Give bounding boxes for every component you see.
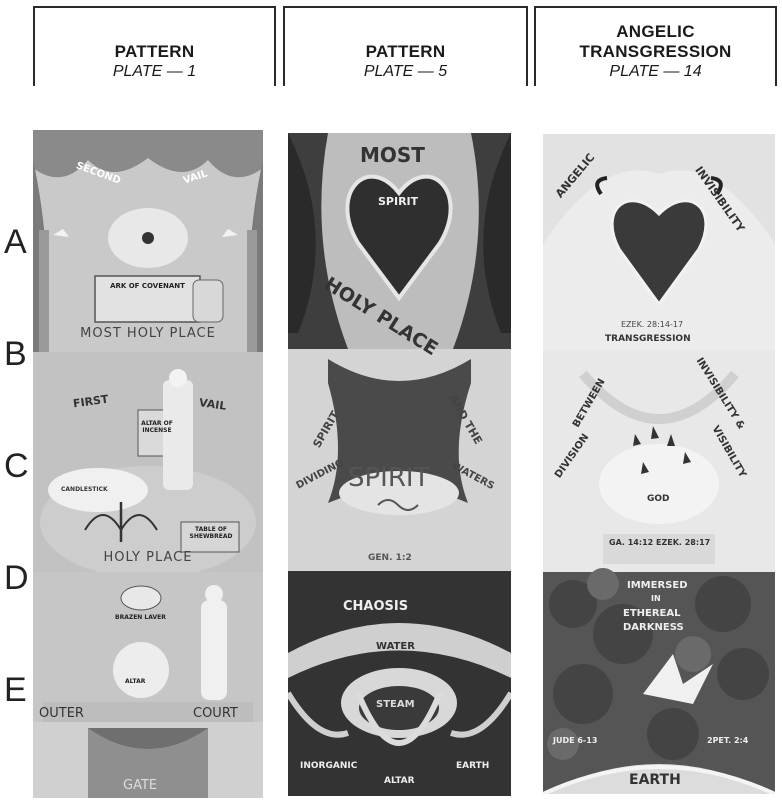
column-header-pattern-plate-5: PATTERN PLATE — 5 — [283, 6, 528, 86]
column-title: ANGELIC TRANSGRESSION — [579, 22, 732, 61]
plate-number: PLATE — 1 — [112, 63, 197, 80]
column-header-pattern-plate-1: PATTERN PLATE — 1 — [33, 6, 276, 86]
row-letter-d: D — [4, 559, 29, 597]
plate-5-pattern-panel: MOST SPIRIT HOLY PLACE SPIRIT AND THE SP… — [288, 133, 511, 796]
label-candlestick: CANDLESTICK — [61, 486, 108, 493]
plate-14-illustration — [543, 134, 775, 794]
plate-number: PLATE — 5 — [363, 63, 448, 80]
label-table-of-shewbread: TABLE OF SHEWBREAD — [189, 526, 233, 540]
plate-1-illustration — [33, 130, 263, 798]
label-most-holy-place: MOST HOLY PLACE — [80, 326, 216, 341]
label-immersed: IMMERSED — [627, 580, 688, 591]
label-court: COURT — [193, 706, 238, 721]
label-god: GOD — [647, 494, 670, 504]
label-altar-of-incense: ALTAR OF INCENSE — [141, 420, 173, 434]
label-chaosis: CHAOSIS — [343, 599, 409, 614]
label-brazen-laver: BRAZEN LAVER — [115, 614, 166, 621]
row-letter-b: B — [4, 335, 27, 373]
label-pet-ref: 2PET. 2:4 — [707, 736, 749, 745]
label-steam: STEAM — [376, 699, 415, 710]
label-most: MOST — [360, 143, 425, 167]
label-ezek-ref: EZEK. 28:14-17 — [621, 320, 684, 329]
plate-14-angelic-transgression-panel: ANGELIC INVISIBILITY EZEK. 28:14-17 TRAN… — [543, 134, 775, 794]
label-in: IN — [651, 594, 661, 603]
label-altar: ALTAR — [384, 776, 415, 786]
label-earth: EARTH — [629, 772, 681, 788]
label-refs: GA. 14:12 EZEK. 28:17 — [609, 538, 711, 547]
row-letter-c: C — [4, 447, 29, 485]
label-transgression: TRANSGRESSION — [605, 334, 691, 344]
label-spirit-big: SPIRIT — [348, 463, 430, 493]
label-gen-ref: GEN. 1:2 — [368, 553, 412, 563]
label-jude-ref: JUDE 6-13 — [553, 736, 598, 745]
label-altar: ALTAR — [125, 678, 146, 685]
label-earth: EARTH — [456, 761, 490, 771]
plate-number: PLATE — 14 — [609, 63, 702, 80]
label-ark-of-covenant: ARK OF COVENANT — [110, 282, 185, 290]
label-inorganic: INORGANIC — [300, 761, 358, 771]
label-spirit-small: SPIRIT — [378, 195, 419, 208]
label-outer: OUTER — [39, 706, 84, 721]
label-water: WATER — [376, 641, 415, 652]
label-holy-place: HOLY PLACE — [103, 550, 193, 565]
row-letter-a: A — [4, 223, 27, 261]
column-title: PATTERN — [114, 42, 195, 61]
label-gate: GATE — [123, 778, 158, 793]
row-letter-e: E — [4, 671, 27, 709]
plate-1-tabernacle-panel: SECOND VAIL ARK OF COVENANT MOST HOLY PL… — [33, 130, 263, 798]
column-title: PATTERN — [365, 42, 446, 61]
label-darkness: DARKNESS — [623, 622, 684, 633]
label-ethereal: ETHEREAL — [623, 608, 681, 619]
plate-5-illustration — [288, 133, 511, 796]
column-header-angelic-transgression-plate-14: ANGELIC TRANSGRESSION PLATE — 14 — [534, 6, 777, 86]
